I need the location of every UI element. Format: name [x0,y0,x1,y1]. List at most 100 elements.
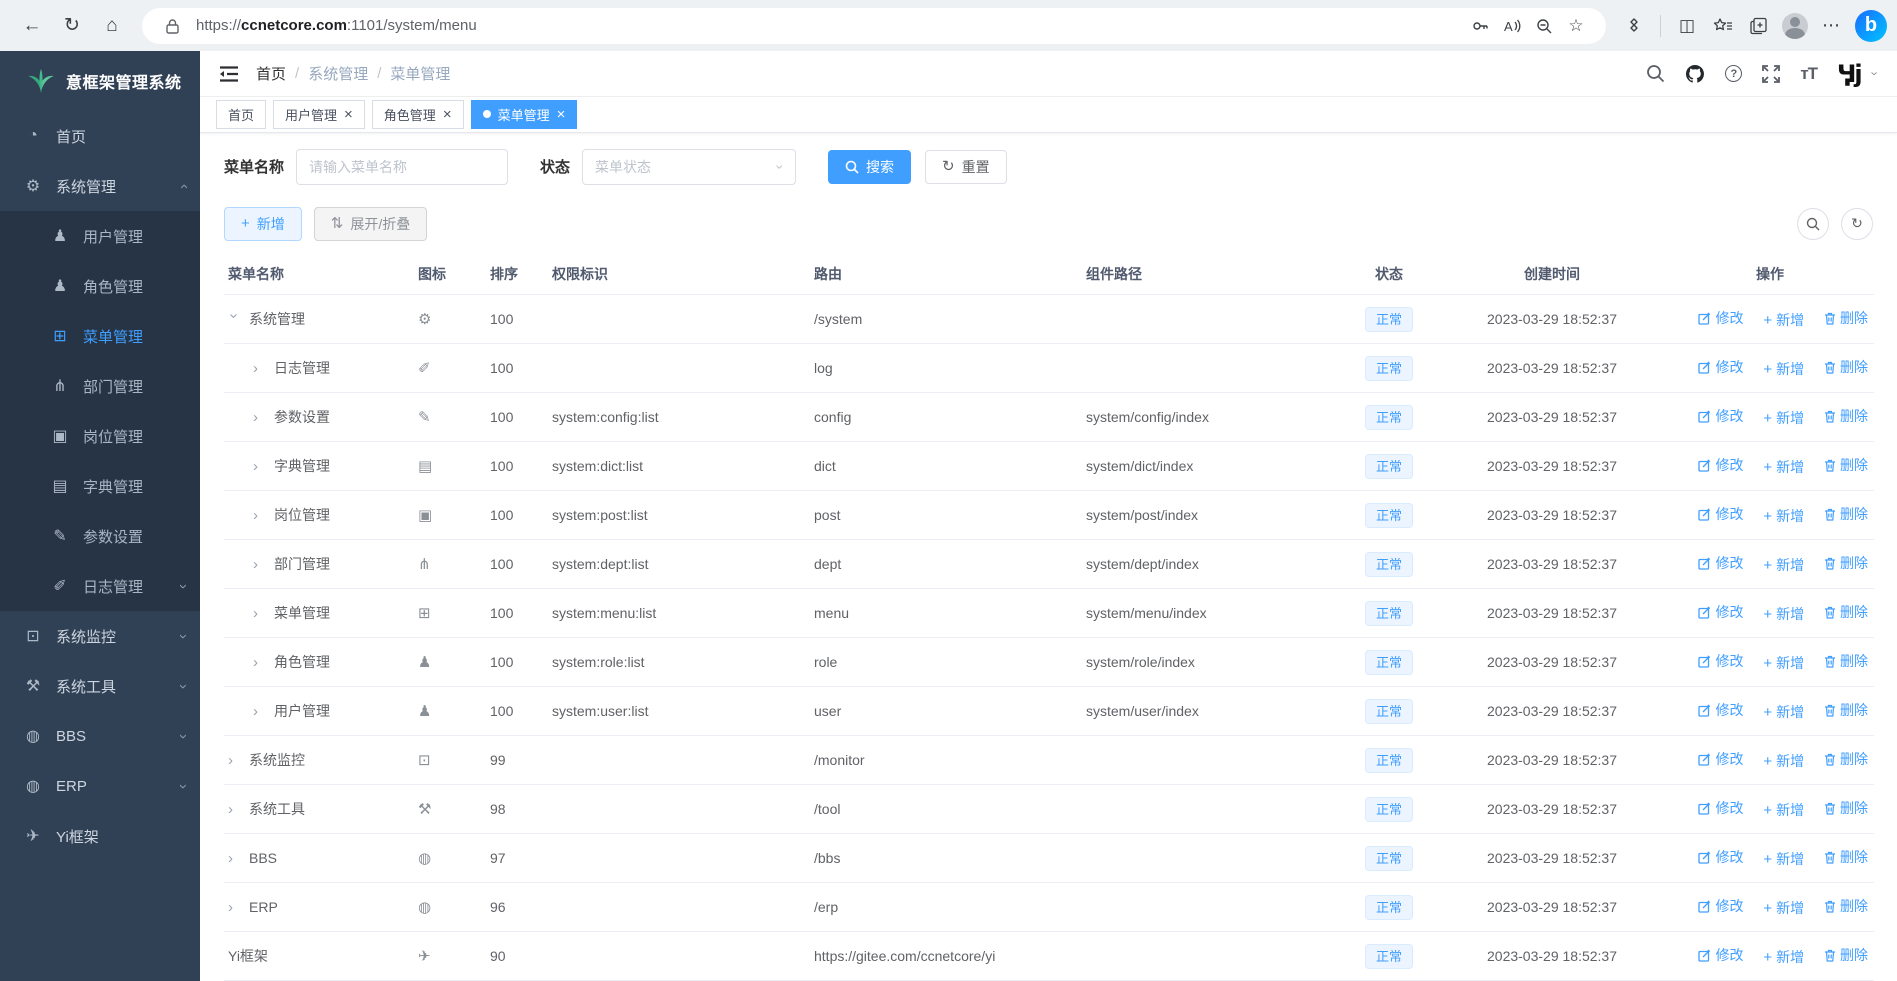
add-button[interactable]: + 新增 [1763,801,1805,819]
modify-button[interactable]: 修改 [1698,651,1743,671]
address-bar[interactable]: https://ccnetcore.com:1101/system/menu A… [142,7,1606,44]
delete-button[interactable]: 删除 [1824,455,1868,475]
search-icon[interactable] [1646,64,1665,83]
row-expand-icon[interactable]: › [228,751,233,769]
help-icon[interactable]: ? [1725,65,1743,83]
split-screen-icon[interactable]: ◫ [1678,15,1696,35]
bing-chat-icon[interactable]: b [1855,9,1887,42]
add-button[interactable]: + 新增 [1763,409,1805,427]
modify-button[interactable]: 修改 [1698,896,1743,916]
modify-button[interactable]: 修改 [1698,945,1743,965]
reset-button[interactable]: ↻ 重置 [925,149,1007,184]
row-expand-icon[interactable]: › [225,313,243,318]
add-button[interactable]: + 新增 [224,206,302,241]
delete-button[interactable]: 删除 [1824,406,1868,426]
delete-button[interactable]: 删除 [1824,896,1868,916]
add-button[interactable]: + 新增 [1763,360,1805,378]
add-button[interactable]: + 新增 [1763,605,1805,623]
back-icon[interactable]: ← [22,14,42,36]
sidebar-item[interactable]: ⊡ 系统监控 › [0,611,200,661]
delete-button[interactable]: 删除 [1824,651,1868,671]
row-expand-icon[interactable]: › [228,849,233,867]
status-select[interactable]: 菜单状态 › [582,148,797,185]
sidebar-fold-icon[interactable] [216,61,242,87]
modify-button[interactable]: 修改 [1698,700,1743,720]
add-button[interactable]: + 新增 [1763,948,1805,966]
delete-button[interactable]: 删除 [1824,945,1868,965]
row-expand-icon[interactable]: › [253,555,258,573]
add-favorite-icon[interactable]: ☆ [1568,15,1584,35]
sidebar-item[interactable]: ✈ Yi框架 [0,811,200,861]
modify-button[interactable]: 修改 [1698,406,1743,426]
user-avatar-logo[interactable]: Ӌj [1837,59,1863,88]
sidebar-item[interactable]: ◍ BBS › [0,711,200,761]
password-key-icon[interactable] [1464,11,1496,41]
modify-button[interactable]: 修改 [1698,504,1743,524]
add-button[interactable]: + 新增 [1763,654,1805,672]
toggle-search-button[interactable] [1797,207,1829,240]
delete-button[interactable]: 删除 [1824,553,1868,573]
sidebar-item[interactable]: ✎ 参数设置 [0,511,200,561]
github-icon[interactable] [1685,64,1705,84]
close-icon[interactable]: × [344,105,353,123]
modify-button[interactable]: 修改 [1698,455,1743,475]
tab[interactable]: 角色管理 × [371,99,464,129]
delete-button[interactable]: 删除 [1824,700,1868,720]
breadcrumb-menu[interactable]: 菜单管理 [390,66,451,84]
add-button[interactable]: + 新增 [1763,703,1805,721]
font-size-icon[interactable]: тT [1800,63,1818,83]
sidebar-item[interactable]: ▣ 岗位管理 [0,411,200,461]
delete-button[interactable]: 删除 [1824,847,1868,867]
read-aloud-icon[interactable]: A [1496,11,1528,41]
search-button[interactable]: 搜索 [828,149,912,184]
user-menu-caret-icon[interactable]: › [1867,71,1883,76]
sidebar-item[interactable]: ◍ ERP › [0,761,200,811]
refresh-table-button[interactable]: ↻ [1841,207,1873,240]
close-icon[interactable]: × [442,105,452,123]
row-expand-icon[interactable]: › [253,506,258,524]
row-expand-icon[interactable]: › [253,457,258,475]
browser-essentials-icon[interactable] [1618,11,1650,41]
modify-button[interactable]: 修改 [1698,602,1743,622]
sidebar-item[interactable]: ✐ 日志管理 › [0,561,200,611]
zoom-icon[interactable] [1528,11,1560,41]
delete-button[interactable]: 删除 [1824,749,1868,769]
modify-button[interactable]: 修改 [1698,357,1743,377]
favorites-icon[interactable] [1707,11,1739,41]
more-icon[interactable]: ⋯ [1822,15,1840,35]
sidebar-item[interactable]: ⚙ 系统管理 › [0,161,200,211]
tab[interactable]: 首页 [216,99,267,129]
sidebar-item[interactable]: ♟ 角色管理 [0,261,200,311]
modify-button[interactable]: 修改 [1698,308,1743,328]
delete-button[interactable]: 删除 [1824,357,1868,377]
delete-button[interactable]: 删除 [1824,504,1868,524]
sidebar-item[interactable]: ⊞ 菜单管理 [0,311,200,361]
add-button[interactable]: + 新增 [1763,458,1805,476]
tab[interactable]: 用户管理 × [273,99,365,129]
add-button[interactable]: + 新增 [1763,311,1805,329]
expand-collapse-button[interactable]: ⇅ 展开/折叠 [313,206,428,241]
row-expand-icon[interactable]: › [253,408,258,426]
collections-icon[interactable] [1743,11,1775,41]
add-button[interactable]: + 新增 [1763,899,1805,917]
sidebar-item[interactable]: ⋔ 部门管理 [0,361,200,411]
fullscreen-icon[interactable] [1762,64,1781,83]
modify-button[interactable]: 修改 [1698,553,1743,573]
modify-button[interactable]: 修改 [1698,798,1743,818]
sidebar-item[interactable]: ▤ 字典管理 [0,461,200,511]
add-button[interactable]: + 新增 [1763,850,1805,868]
modify-button[interactable]: 修改 [1698,749,1743,769]
close-icon[interactable]: × [556,105,566,123]
breadcrumb-system[interactable]: 系统管理 [308,66,369,84]
add-button[interactable]: + 新增 [1763,507,1805,525]
row-expand-icon[interactable]: › [253,359,258,377]
sidebar-item[interactable]: ⚒ 系统工具 › [0,661,200,711]
row-expand-icon[interactable]: › [228,898,233,916]
delete-button[interactable]: 删除 [1824,798,1868,818]
menu-name-input[interactable] [296,148,509,185]
refresh-icon[interactable]: ↻ [64,15,80,36]
tab[interactable]: 菜单管理 × [470,99,578,129]
profile-avatar[interactable] [1779,11,1811,41]
modify-button[interactable]: 修改 [1698,847,1743,867]
home-icon[interactable]: ⌂ [106,14,118,36]
